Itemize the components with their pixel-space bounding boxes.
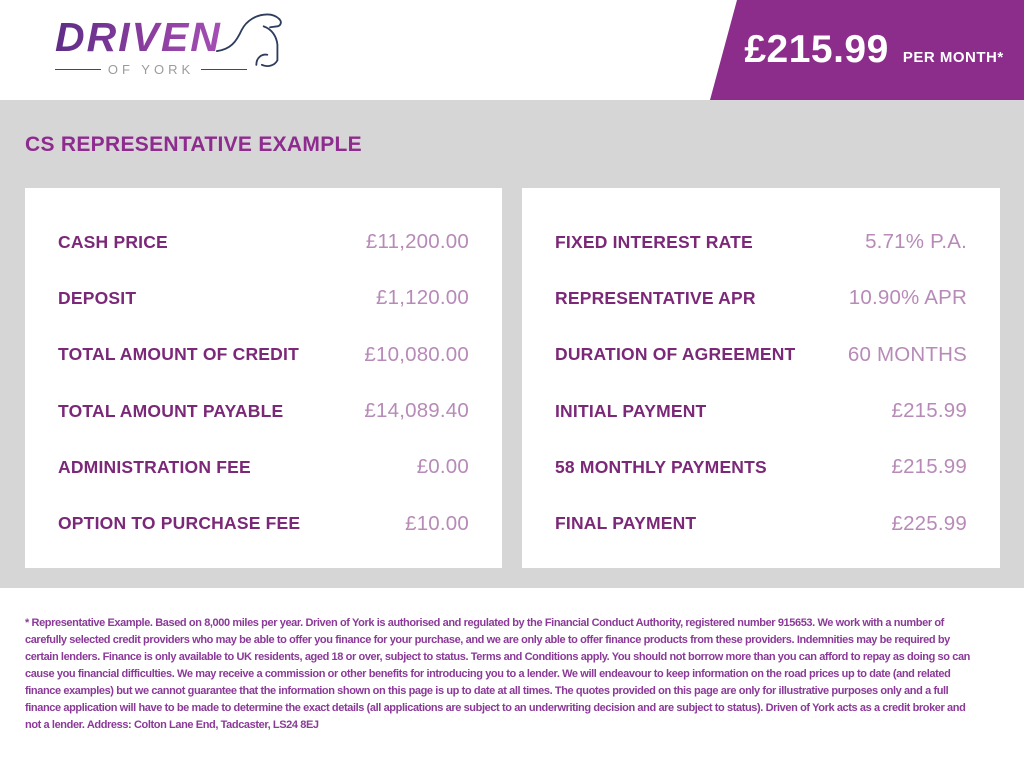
row-value: £0.00 — [416, 455, 469, 479]
brand-subtitle-label: OF YORK — [107, 62, 195, 77]
row-label: FINAL PAYMENT — [555, 513, 697, 534]
brand-logo: DRIVEN OF YORK — [55, 10, 295, 90]
row-label: OPTION TO PURCHASE FEE — [58, 513, 301, 534]
row-value: 60 MONTHS — [847, 342, 967, 366]
finance-row-deposit: DEPOSIT £1,120.00 — [58, 270, 469, 326]
row-label: ADMINISTRATION FEE — [58, 456, 251, 477]
row-value: 5.71% P.A. — [865, 230, 967, 254]
row-label: TOTAL AMOUNT PAYABLE — [58, 400, 284, 421]
row-label: TOTAL AMOUNT OF CREDIT — [58, 344, 299, 365]
row-label: REPRESENTATIVE APR — [555, 287, 756, 308]
row-value: £225.99 — [891, 511, 967, 535]
monthly-price: £215.99 — [744, 28, 889, 71]
row-value: £215.99 — [891, 455, 967, 479]
row-label: FIXED INTEREST RATE — [555, 231, 753, 252]
representative-example-section: CS REPRESENTATIVE EXAMPLE CASH PRICE £11… — [0, 100, 1024, 588]
row-value: £11,200.00 — [365, 230, 469, 254]
finance-row-final-payment: FINAL PAYMENT £225.99 — [555, 496, 967, 552]
row-value: £14,089.40 — [364, 399, 469, 423]
finance-row-initial-payment: INITIAL PAYMENT £215.99 — [555, 383, 967, 439]
finance-row-total-credit: TOTAL AMOUNT OF CREDIT £10,080.00 — [58, 327, 469, 383]
finance-card-left: CASH PRICE £11,200.00 DEPOSIT £1,120.00 … — [25, 188, 502, 568]
finance-row-monthly-payments: 58 MONTHLY PAYMENTS £215.99 — [555, 439, 967, 495]
finance-row-admin-fee: ADMINISTRATION FEE £0.00 — [58, 439, 469, 495]
finance-row-total-payable: TOTAL AMOUNT PAYABLE £14,089.40 — [58, 383, 469, 439]
row-label: 58 MONTHLY PAYMENTS — [555, 456, 767, 477]
divider-line — [201, 68, 247, 71]
row-label: DURATION OF AGREEMENT — [555, 344, 796, 365]
car-outline-icon — [215, 13, 282, 67]
finance-row-interest-rate: FIXED INTEREST RATE 5.71% P.A. — [555, 214, 967, 270]
row-value: £1,120.00 — [376, 286, 469, 310]
row-value: £10,080.00 — [364, 342, 469, 366]
brand-subtitle: OF YORK — [55, 62, 247, 77]
header: DRIVEN OF YORK £215.99 PER MONTH* — [0, 0, 1024, 100]
finance-row-apr: REPRESENTATIVE APR 10.90% APR — [555, 270, 967, 326]
monthly-price-caption: PER MONTH* — [902, 49, 1004, 66]
footer: * Representative Example. Based on 8,000… — [0, 588, 1024, 768]
row-label: CASH PRICE — [58, 231, 168, 252]
divider-line — [55, 68, 101, 71]
finance-row-duration: DURATION OF AGREEMENT 60 MONTHS — [555, 327, 967, 383]
section-heading: CS REPRESENTATIVE EXAMPLE — [25, 133, 362, 156]
row-value: 10.90% APR — [848, 286, 967, 310]
finance-row-cash-price: CASH PRICE £11,200.00 — [58, 214, 469, 270]
price-banner: £215.99 PER MONTH* — [710, 0, 1024, 100]
disclaimer-text: * Representative Example. Based on 8,000… — [25, 617, 971, 731]
finance-card-right: FIXED INTEREST RATE 5.71% P.A. REPRESENT… — [522, 188, 1000, 568]
row-value: £10.00 — [405, 511, 469, 535]
brand-name: DRIVEN — [55, 14, 222, 60]
row-label: DEPOSIT — [58, 287, 137, 308]
finance-row-option-fee: OPTION TO PURCHASE FEE £10.00 — [58, 496, 469, 552]
row-value: £215.99 — [891, 399, 967, 423]
row-label: INITIAL PAYMENT — [555, 400, 707, 421]
